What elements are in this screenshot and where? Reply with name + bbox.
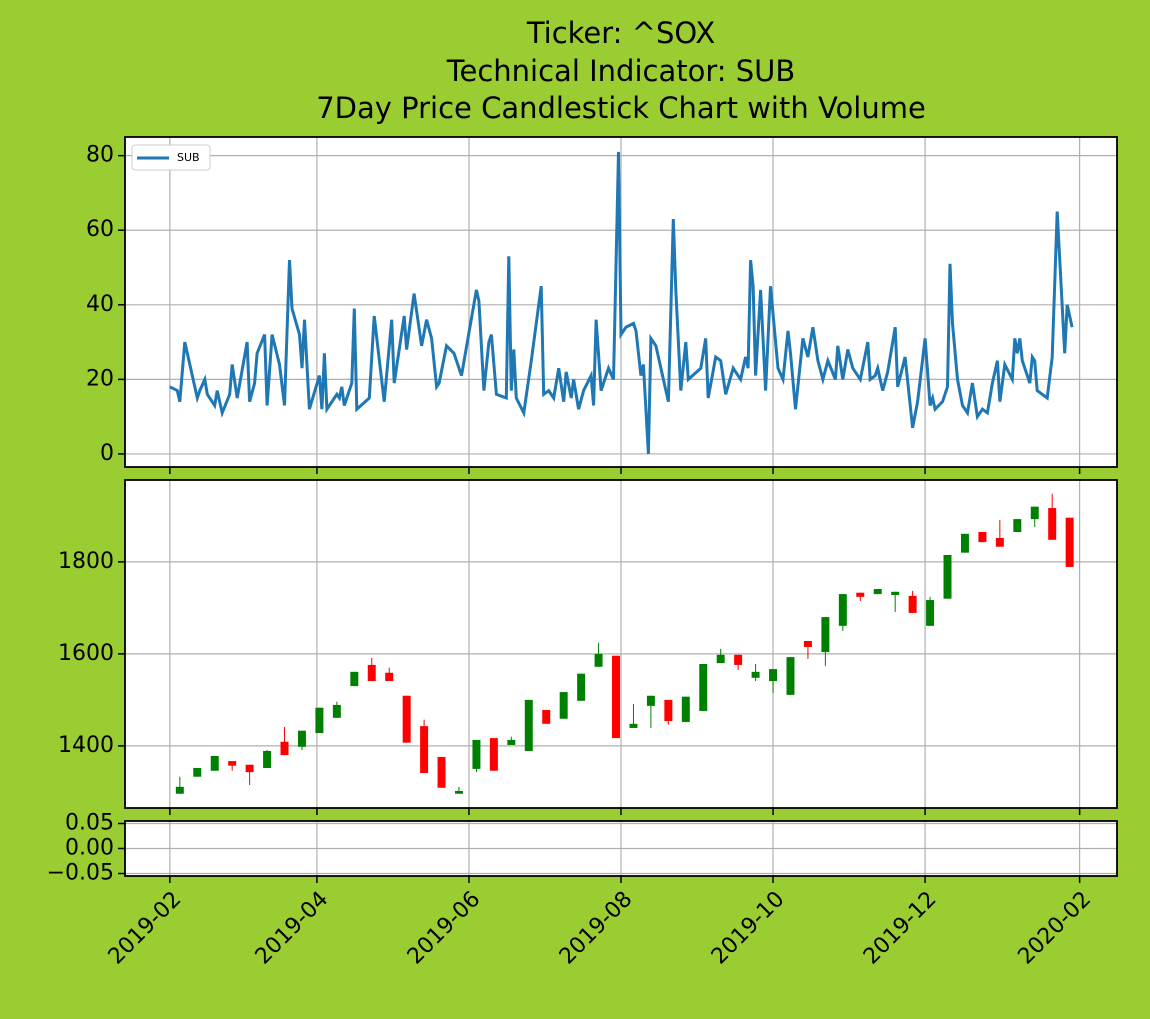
candle-body: [926, 600, 935, 626]
chart-title: Ticker: ^SOX: [526, 16, 715, 50]
chart-title: Technical Indicator: SUB: [446, 54, 796, 88]
candle-body: [646, 695, 655, 706]
x-tick-label: 2019-10: [707, 887, 790, 970]
y-tick-label: 80: [86, 143, 114, 168]
chart-title: 7Day Price Candlestick Chart with Volume: [316, 91, 926, 125]
candle-body: [594, 653, 603, 667]
candle-body: [751, 671, 760, 678]
candle-body: [367, 664, 376, 682]
candle-body: [228, 761, 237, 766]
x-tick-label: 2019-08: [555, 887, 638, 970]
candle-body: [821, 617, 830, 653]
candle-body: [193, 767, 202, 777]
candle-body: [420, 726, 429, 774]
x-tick-label: 2019-12: [859, 887, 942, 970]
candle-body: [245, 764, 254, 773]
candle-body: [350, 671, 359, 687]
candle-body: [995, 537, 1004, 547]
candle-body: [472, 739, 481, 769]
candle-body: [507, 739, 516, 745]
candle-body: [315, 707, 324, 734]
y-tick-label: 60: [86, 217, 114, 242]
legend-label: SUB: [177, 151, 200, 164]
y-tick-label: 0.05: [65, 811, 114, 836]
candle-body: [891, 591, 900, 596]
candle-body: [856, 592, 865, 597]
candle-body: [612, 655, 621, 739]
candle-body: [943, 554, 952, 599]
candle-body: [769, 669, 778, 682]
candle-body: [699, 664, 708, 711]
candle-body: [786, 657, 795, 695]
legend-box: [131, 144, 211, 171]
candle-body: [629, 723, 638, 728]
candle-body: [664, 699, 673, 722]
candle-body: [455, 790, 463, 794]
candle-body: [1065, 517, 1074, 567]
candle-body: [385, 672, 394, 682]
candle-body: [210, 756, 219, 771]
candle-body: [577, 673, 586, 701]
candle-body: [559, 692, 568, 719]
candle-body: [838, 594, 847, 626]
y-tick-label: 0: [100, 441, 114, 466]
candle-body: [402, 695, 411, 743]
candle-body: [960, 533, 969, 553]
candle-body: [542, 710, 551, 724]
y-tick-label: −0.05: [47, 861, 114, 886]
candle-body: [716, 654, 725, 664]
x-tick-label: 2019-02: [104, 887, 187, 970]
candle-body: [734, 654, 743, 665]
y-tick-label: 0.00: [65, 836, 114, 861]
plot-frame: [124, 136, 1118, 468]
candle-body: [908, 595, 917, 613]
x-tick-label: 2019-06: [403, 887, 486, 970]
candle-body: [297, 730, 306, 747]
y-tick-label: 40: [86, 292, 114, 317]
candle-body: [332, 704, 341, 718]
candle-body: [280, 741, 289, 756]
candle-body: [437, 756, 446, 788]
candle-body: [524, 699, 533, 751]
candle-body: [681, 696, 690, 722]
data-line: [169, 151, 1074, 454]
candle-body: [978, 531, 987, 543]
plot-frame: [124, 820, 1118, 877]
candle-body: [263, 750, 272, 768]
plot-frame: [124, 479, 1118, 809]
x-tick-label: 2019-04: [251, 887, 334, 970]
y-tick-label: 1600: [58, 641, 114, 666]
candle-body: [1030, 506, 1039, 520]
x-tick-label: 2020-02: [1013, 887, 1096, 970]
candle-body: [1013, 519, 1022, 532]
candle-body: [175, 786, 184, 794]
y-tick-label: 20: [86, 366, 114, 391]
candle-body: [489, 738, 498, 771]
candle-body: [873, 589, 882, 595]
y-tick-label: 1400: [58, 733, 114, 758]
candle-body: [1048, 508, 1057, 540]
candle-body: [803, 641, 812, 647]
y-tick-label: 1800: [58, 549, 114, 574]
